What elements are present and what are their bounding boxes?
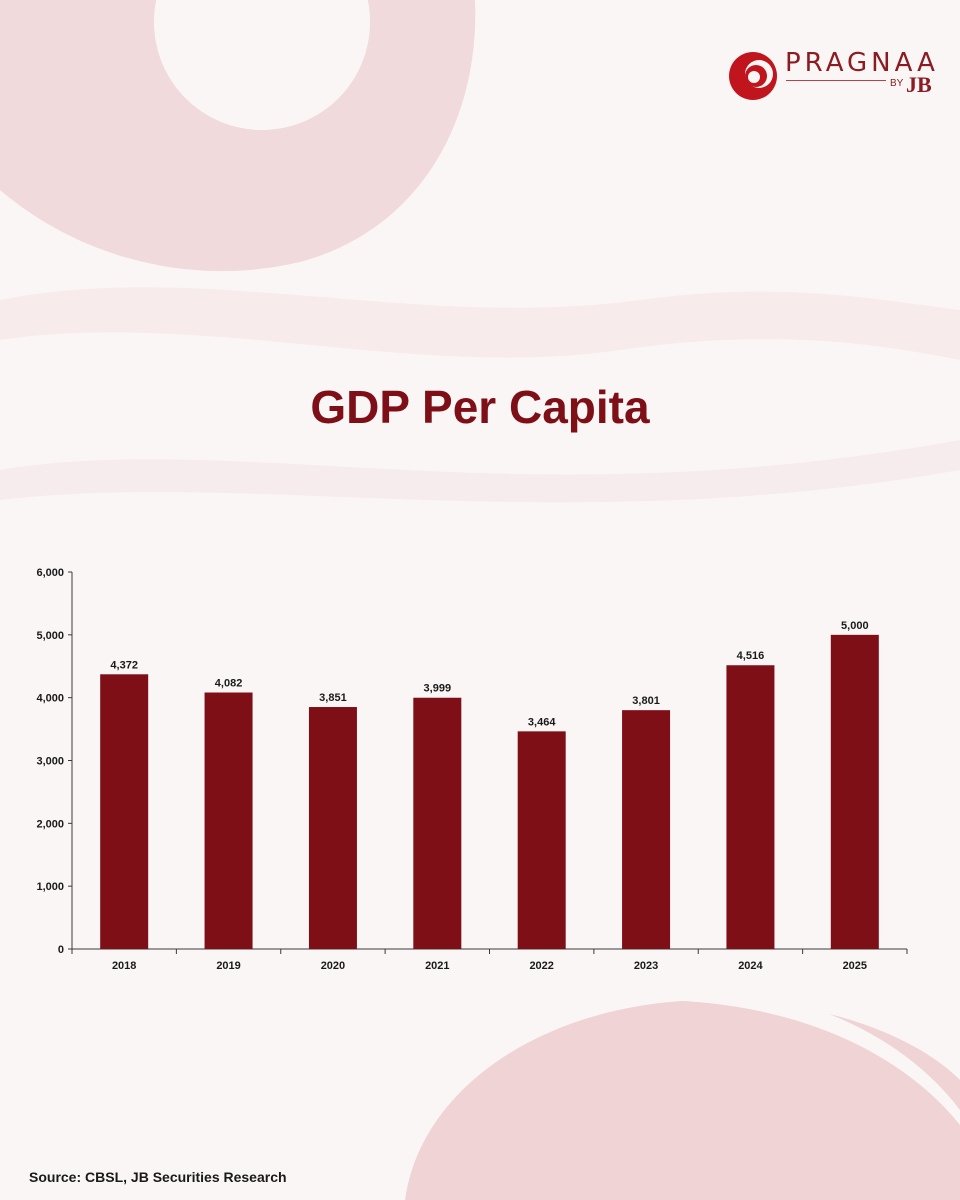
x-tick-label-2025: 2025 bbox=[843, 960, 867, 972]
bar-2021 bbox=[413, 697, 462, 949]
brand-by: BY bbox=[890, 78, 904, 89]
x-tick-label-2021: 2021 bbox=[425, 960, 449, 972]
y-tick-label: 4,000 bbox=[36, 693, 64, 705]
data-label-2019: 4,082 bbox=[215, 678, 243, 690]
y-tick-label: 0 bbox=[58, 944, 64, 956]
data-label-2022: 3,464 bbox=[528, 716, 556, 728]
brand-mark: JB bbox=[906, 72, 932, 97]
source-note: Source: CBSL, JB Securities Research bbox=[29, 1169, 287, 1185]
bar-2018 bbox=[100, 674, 149, 949]
data-label-2024: 4,516 bbox=[737, 650, 765, 662]
bar-2025 bbox=[830, 634, 879, 949]
x-tick-label-2023: 2023 bbox=[634, 960, 658, 972]
x-tick-label-2020: 2020 bbox=[321, 960, 345, 972]
x-tick-label-2018: 2018 bbox=[112, 960, 136, 972]
y-tick-label: 6,000 bbox=[36, 567, 64, 579]
x-tick-label-2022: 2022 bbox=[529, 960, 553, 972]
bar-2024 bbox=[726, 665, 775, 949]
data-label-2025: 5,000 bbox=[841, 620, 869, 632]
y-tick-label: 3,000 bbox=[36, 756, 64, 768]
y-tick-label: 2,000 bbox=[36, 818, 64, 830]
bar-2019 bbox=[204, 692, 253, 949]
data-label-2018: 4,372 bbox=[110, 659, 138, 671]
x-tick-label-2019: 2019 bbox=[216, 960, 240, 972]
data-label-2020: 3,851 bbox=[319, 692, 347, 704]
data-label-2021: 3,999 bbox=[424, 683, 452, 695]
top-ring-hole bbox=[154, 0, 370, 130]
data-label-2023: 3,801 bbox=[632, 695, 660, 707]
x-tick-label-2024: 2024 bbox=[738, 960, 763, 972]
bar-2022 bbox=[517, 731, 566, 949]
brand-name: PRAGNAA bbox=[785, 48, 939, 78]
bottom-right-swirl bbox=[405, 999, 960, 1200]
chart-title: GDP Per Capita bbox=[310, 381, 650, 433]
y-tick-label: 1,000 bbox=[36, 881, 64, 893]
pragnaa-logo-icon bbox=[729, 52, 777, 100]
brand-rule bbox=[786, 80, 886, 81]
y-tick-label: 5,000 bbox=[36, 630, 64, 642]
brand-logo: PRAGNAA BY JB bbox=[728, 48, 938, 104]
bar-2023 bbox=[622, 710, 671, 949]
bar-2020 bbox=[308, 707, 357, 949]
